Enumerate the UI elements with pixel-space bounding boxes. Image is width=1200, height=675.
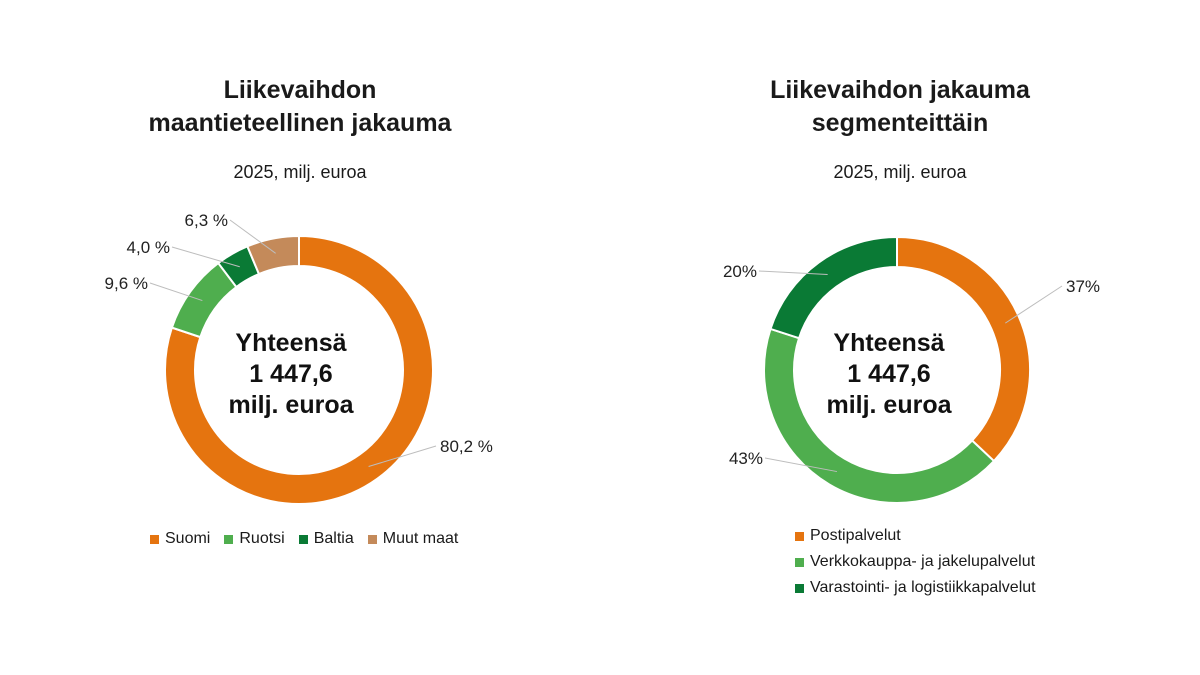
chart-legend: Postipalvelut Verkkokauppa- ja jakelupalv… [795, 527, 1036, 605]
legend-swatch [795, 557, 804, 567]
legend-swatch [150, 534, 159, 544]
legend-swatch [367, 534, 377, 544]
legend-label: Ruotsi [239, 530, 285, 547]
chart-segment-distribution: Liikevaihdon jakauma segmenteittäin 2025… [600, 0, 1200, 675]
donut-chart: 80,2 % 9,6 % 4,0 % 6,3 % Yhteensä 1 447,6 milj… [105, 211, 493, 505]
center-label: milj. euroa [826, 391, 952, 419]
chart-legend: Suomi Ruotsi Baltia Muut maat [150, 530, 472, 548]
legend-swatch [224, 534, 234, 544]
data-label: 9,6 % [105, 274, 148, 293]
chart-subtitle: 2025, milj. euroa [833, 162, 967, 182]
legend-label: Baltia [313, 530, 354, 547]
leader-line [758, 270, 828, 276]
legend-label: Suomi [165, 530, 211, 547]
chart-subtitle: 2025, milj. euroa [233, 162, 367, 182]
legend-swatch [795, 531, 804, 541]
slice-varastointi-ja-logistiikkapalvelut [769, 235, 898, 340]
data-label: 4,0 % [127, 238, 170, 257]
legend-label: Postipalvelut [810, 527, 901, 544]
leader-line [149, 282, 203, 302]
legend-item: Verkkokauppa- ja jakelupalvelut [795, 553, 1036, 571]
center-label: milj. euroa [228, 391, 354, 419]
slice-verkkokauppa-ja-jakelupalvelut [763, 327, 996, 504]
legend-swatch [795, 583, 804, 593]
legend-item: Muut maat [367, 530, 459, 548]
data-label: 43% [729, 449, 763, 468]
data-label: 6,3 % [185, 211, 228, 230]
chart-title: Liikevaihdon maantieteellinen jakauma [148, 76, 452, 137]
slice-muut-maat [246, 234, 300, 276]
center-label: 1 447,6 [249, 360, 332, 388]
slice-suomi [164, 234, 434, 505]
leader-line [764, 457, 838, 473]
leader-line [229, 219, 276, 254]
legend-item: Varastointi- ja logistiikkapalvelut [795, 579, 1036, 597]
leader-line [1005, 285, 1063, 324]
legend-item: Ruotsi [224, 530, 285, 548]
center-label: Yhteensä [833, 329, 944, 357]
leader-line [368, 445, 437, 468]
donut-chart: 37% 43% 20% Yhteensä 1 447,6 milj. euroa [723, 235, 1100, 504]
data-label: 37% [1066, 277, 1100, 296]
center-label: Yhteensä [235, 329, 346, 357]
center-label: 1 447,6 [847, 360, 930, 388]
chart-title: Liikevaihdon jakauma segmenteittäin [770, 76, 1030, 137]
legend-item: Baltia [298, 530, 354, 548]
chart-geographic-distribution: Liikevaihdon maantieteellinen jakauma 20… [105, 76, 493, 548]
legend-item: Suomi [150, 530, 210, 548]
data-label: 80,2 % [440, 437, 493, 456]
legend-label: Verkkokauppa- ja jakelupalvelut [810, 553, 1036, 570]
legend-item: Postipalvelut [795, 527, 1036, 545]
legend-label: Muut maat [382, 530, 459, 547]
legend-swatch [298, 534, 308, 544]
leader-line [171, 246, 240, 268]
legend-label: Varastointi- ja logistiikkapalvelut [810, 579, 1036, 596]
data-label: 20% [723, 262, 757, 281]
